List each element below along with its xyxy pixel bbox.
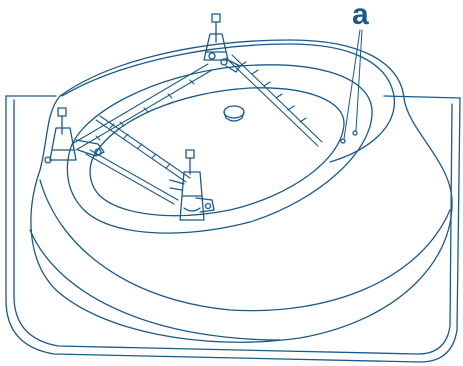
tub-outer-frame xyxy=(5,95,461,363)
support-leg-left xyxy=(44,107,105,164)
callout-line-left xyxy=(343,29,361,140)
tub-shell-lower-contour xyxy=(39,179,451,312)
tub-frame-inner-line xyxy=(13,99,453,355)
mounting-hole-right xyxy=(352,130,358,136)
support-leg-top xyxy=(203,13,241,73)
drain-body xyxy=(223,111,245,122)
tub-shell-outline xyxy=(30,39,453,343)
callout-label-a: a xyxy=(352,0,369,31)
support-strap-diagonal xyxy=(71,63,213,151)
tub-frame-top-right-edge xyxy=(383,95,461,99)
support-leg-front xyxy=(169,149,215,221)
support-strap-top-right xyxy=(225,54,323,147)
mounting-hole-left xyxy=(340,138,346,144)
tub-shell-inner-curve xyxy=(29,229,281,341)
tub-top-rim xyxy=(61,43,395,163)
tub-basin-floor xyxy=(89,87,345,217)
tub-basin xyxy=(66,64,373,234)
callout-line-right xyxy=(355,29,363,132)
support-strap-front xyxy=(85,149,179,205)
drain-cover xyxy=(223,105,245,119)
support-strap-left xyxy=(95,115,191,183)
